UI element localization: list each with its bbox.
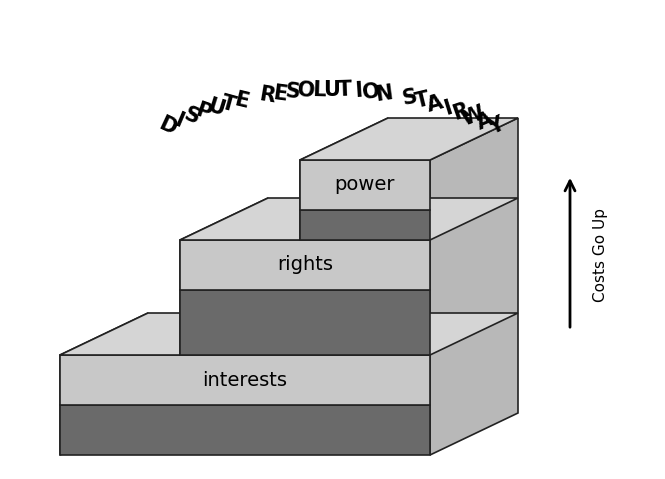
Polygon shape	[300, 118, 388, 210]
Text: Y: Y	[485, 114, 508, 139]
Text: I: I	[442, 97, 455, 118]
Polygon shape	[60, 405, 430, 455]
Text: A: A	[425, 92, 446, 116]
Polygon shape	[180, 248, 268, 355]
Polygon shape	[300, 168, 388, 240]
Text: O: O	[362, 81, 381, 103]
Polygon shape	[180, 240, 430, 290]
Polygon shape	[60, 355, 430, 405]
Text: T: T	[414, 89, 432, 112]
Text: power: power	[334, 175, 395, 194]
Polygon shape	[180, 198, 268, 290]
Text: U: U	[205, 96, 227, 120]
Text: L: L	[312, 80, 326, 101]
Text: S: S	[181, 104, 202, 128]
Text: R: R	[257, 84, 277, 107]
Polygon shape	[180, 198, 518, 240]
Text: A: A	[473, 109, 496, 134]
Text: D: D	[155, 114, 180, 139]
Polygon shape	[300, 118, 518, 160]
Text: E: E	[232, 89, 251, 112]
Text: S: S	[285, 81, 301, 103]
Text: E: E	[271, 83, 288, 104]
Polygon shape	[180, 290, 430, 355]
Text: U: U	[324, 80, 340, 100]
Text: rights: rights	[277, 255, 333, 274]
Text: N: N	[374, 82, 394, 104]
Text: interests: interests	[203, 370, 287, 389]
Text: S: S	[400, 87, 420, 109]
Text: O: O	[297, 80, 315, 102]
Text: Costs Go Up: Costs Go Up	[593, 208, 608, 302]
Text: I: I	[354, 80, 362, 101]
Text: W: W	[458, 103, 487, 130]
Polygon shape	[60, 363, 148, 455]
Polygon shape	[60, 313, 148, 405]
Text: R: R	[450, 100, 471, 124]
Polygon shape	[430, 118, 518, 455]
Text: T: T	[219, 92, 238, 115]
Polygon shape	[300, 160, 430, 210]
Text: P: P	[193, 100, 214, 124]
Text: I: I	[172, 111, 187, 132]
Polygon shape	[60, 313, 518, 355]
Polygon shape	[300, 210, 430, 240]
Text: T: T	[338, 80, 352, 101]
